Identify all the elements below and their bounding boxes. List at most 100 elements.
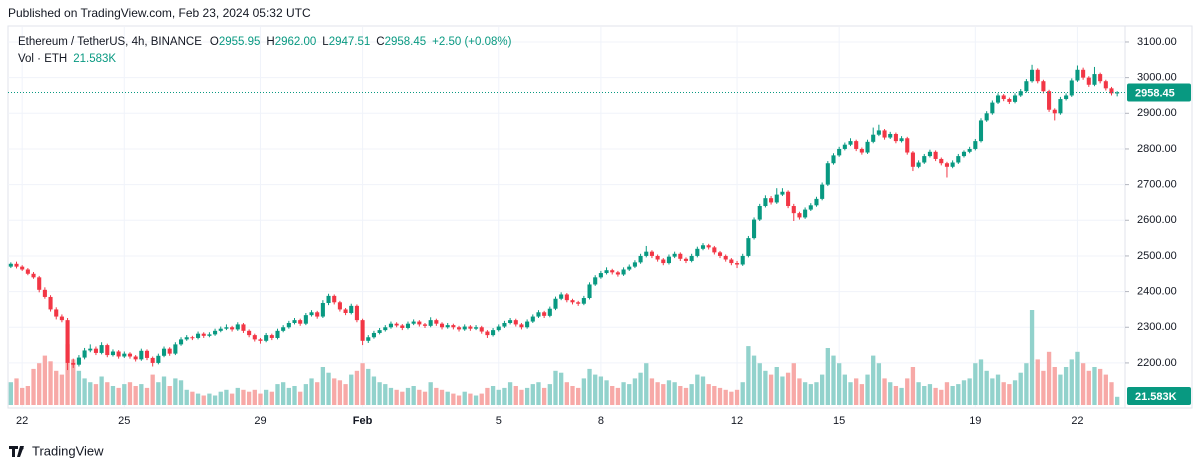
candle-body — [808, 205, 813, 210]
candle-body — [564, 294, 569, 301]
volume-bar — [978, 359, 984, 405]
candle-body — [479, 327, 484, 332]
volume-bar — [825, 348, 830, 405]
volume-bar — [967, 378, 972, 405]
legend-header: Ethereum / TetherUS, 4h, BINANCE O 2955.95… — [18, 36, 512, 65]
candle-body — [933, 151, 938, 159]
volume-bar — [88, 382, 93, 405]
volume-bar — [632, 378, 638, 405]
candle-body — [451, 325, 456, 328]
volume-bar — [576, 387, 581, 405]
candle-body — [683, 258, 689, 261]
candle-body — [769, 198, 774, 203]
volume-bar — [1075, 351, 1080, 405]
volume-bar — [417, 389, 422, 405]
brand-logo — [9, 446, 24, 457]
volume-bar — [144, 387, 150, 405]
candle-body — [286, 322, 291, 328]
x-tick-label: 5 — [496, 415, 502, 427]
volume-bar — [689, 384, 694, 405]
candle-body — [508, 320, 513, 323]
candle-body — [230, 327, 235, 330]
candle-body — [485, 331, 490, 336]
volume-bar — [337, 380, 343, 405]
ohlc-letter: O — [210, 36, 219, 48]
candle-body — [757, 206, 762, 220]
candle-body — [984, 113, 989, 121]
candle-body — [689, 255, 694, 261]
volume-bar — [916, 382, 921, 405]
candle-body — [905, 138, 910, 153]
volume-bar — [428, 382, 433, 405]
volume-bar — [814, 382, 819, 405]
volume-bar — [564, 382, 569, 405]
volume-bar — [627, 384, 632, 405]
volume-bar — [751, 355, 757, 405]
volume-bar — [666, 380, 672, 405]
candle-body — [474, 327, 479, 329]
candle-body — [995, 95, 1001, 103]
last-price-badge — [1127, 83, 1191, 102]
candle-body — [394, 323, 399, 326]
candle-body — [1075, 69, 1080, 81]
candle-body — [224, 327, 229, 329]
candle-body — [269, 335, 274, 338]
volume-bar — [740, 382, 745, 405]
volume-bar — [1052, 367, 1057, 405]
candle-body — [411, 321, 416, 324]
candle-body — [695, 248, 700, 256]
volume-bar — [995, 374, 1001, 405]
candle-body — [207, 334, 212, 336]
volume-bar — [899, 387, 904, 405]
brand-name: TradingView — [32, 443, 104, 458]
candle-body — [161, 348, 167, 356]
candle-body — [315, 312, 320, 317]
volume-bar — [76, 370, 82, 405]
volume-bar — [246, 391, 252, 405]
candle-body — [122, 353, 127, 357]
candle-body — [547, 308, 552, 316]
candle-body — [25, 269, 30, 274]
change: +2.50 (+0.08%) — [432, 36, 511, 48]
candle-body — [1081, 69, 1086, 78]
volume-bar — [1007, 384, 1012, 405]
volume-bar — [173, 378, 178, 405]
candle-body — [820, 184, 825, 199]
candle-body — [439, 323, 445, 328]
candle-body — [110, 351, 116, 356]
candle-body — [332, 295, 337, 303]
volume-bar — [530, 384, 535, 405]
volume-bar — [746, 346, 751, 405]
volume-bar — [763, 370, 768, 405]
candle-body — [746, 238, 751, 256]
volume-bar — [258, 393, 263, 405]
volume-bar — [933, 387, 938, 405]
candle-body — [519, 324, 524, 328]
volume-bar — [661, 384, 666, 405]
candle-body — [150, 357, 155, 363]
candle-body — [990, 102, 995, 114]
volume-bar — [854, 378, 859, 405]
candle-body — [581, 298, 586, 304]
candle-body — [1098, 74, 1103, 82]
volume-bar — [349, 374, 354, 405]
candle-body — [65, 320, 70, 363]
candle-body — [320, 303, 325, 317]
candle-body — [127, 353, 133, 357]
candle-body — [661, 259, 666, 264]
candle-body — [298, 320, 303, 324]
candle-body — [1115, 92, 1120, 94]
volume-bar — [1035, 359, 1040, 405]
volume-bar — [547, 384, 552, 405]
volume-bar — [802, 382, 808, 405]
candle-body — [740, 255, 745, 265]
volume-bar — [502, 387, 507, 405]
candle-body — [973, 141, 978, 149]
candle-body — [417, 321, 422, 325]
volume-bar — [984, 370, 989, 405]
volume-bar — [706, 384, 711, 405]
volume-bar — [570, 386, 575, 405]
candle-body — [105, 345, 110, 356]
volume-bar — [445, 391, 450, 405]
volume-bar — [604, 380, 609, 405]
